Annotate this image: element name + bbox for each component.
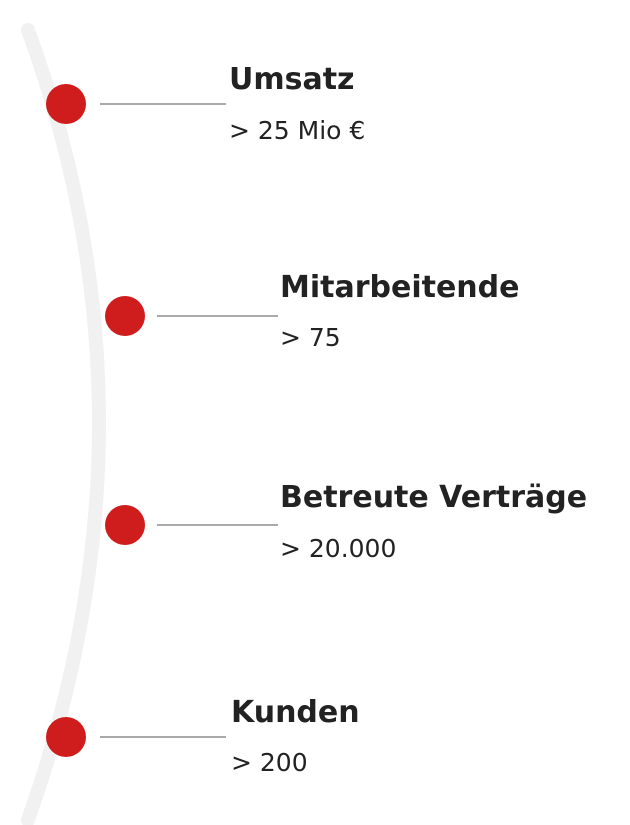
- value: > 20.000: [280, 534, 397, 563]
- dot: [105, 296, 145, 336]
- value: > 25 Mio €: [229, 116, 366, 145]
- value: > 75: [280, 323, 341, 352]
- dot: [105, 505, 145, 545]
- dot: [46, 84, 86, 124]
- dot: [46, 717, 86, 757]
- value: > 200: [231, 748, 308, 777]
- arc: [21, 23, 106, 825]
- label: Betreute Verträge: [280, 480, 588, 515]
- label: Kunden: [231, 695, 360, 730]
- label: Mitarbeitende: [280, 270, 520, 305]
- label: Umsatz: [229, 62, 355, 97]
